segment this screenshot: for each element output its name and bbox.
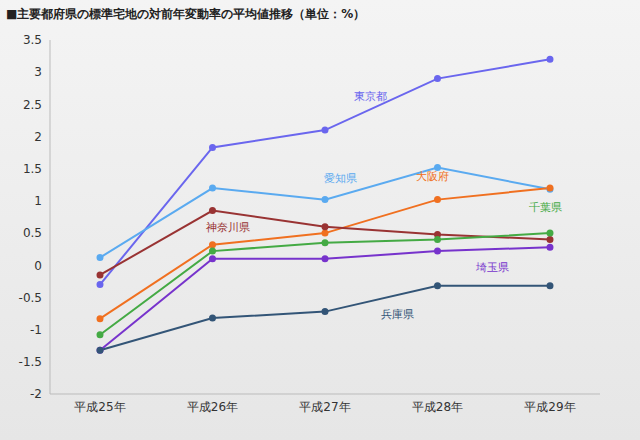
svg-text:-1.5: -1.5 [19, 355, 42, 369]
svg-text:愛知県: 愛知県 [324, 172, 357, 185]
svg-text:東京都: 東京都 [354, 90, 387, 103]
svg-text:3.5: 3.5 [23, 33, 42, 47]
svg-text:千葉県: 千葉県 [529, 201, 562, 214]
svg-text:大阪府: 大阪府 [416, 170, 449, 183]
svg-text:1.5: 1.5 [23, 162, 42, 176]
svg-text:神奈川県: 神奈川県 [206, 221, 250, 234]
svg-text:0: 0 [34, 259, 42, 273]
svg-text:平成29年: 平成29年 [524, 400, 575, 414]
svg-text:平成27年: 平成27年 [299, 400, 350, 414]
svg-text:2: 2 [34, 130, 42, 144]
svg-text:3: 3 [34, 65, 42, 79]
svg-text:0.5: 0.5 [23, 226, 42, 240]
svg-text:1: 1 [34, 194, 42, 208]
svg-text:埼玉県: 埼玉県 [475, 261, 509, 274]
svg-text:平成26年: 平成26年 [187, 400, 238, 414]
svg-text:平成28年: 平成28年 [412, 400, 463, 414]
svg-text:兵庫県: 兵庫県 [381, 308, 414, 321]
svg-text:-1: -1 [30, 323, 42, 337]
html-text:■主要都府県の標準宅地の対前年変動率の平均値推移（単位：%）: ■主要都府県の標準宅地の対前年変動率の平均値推移（単位：%） [6, 7, 366, 21]
svg-text:-2: -2 [30, 387, 42, 401]
svg-text:平成25年: 平成25年 [74, 400, 125, 414]
svg-text:2.5: 2.5 [23, 98, 42, 112]
svg-text:-0.5: -0.5 [19, 291, 42, 305]
